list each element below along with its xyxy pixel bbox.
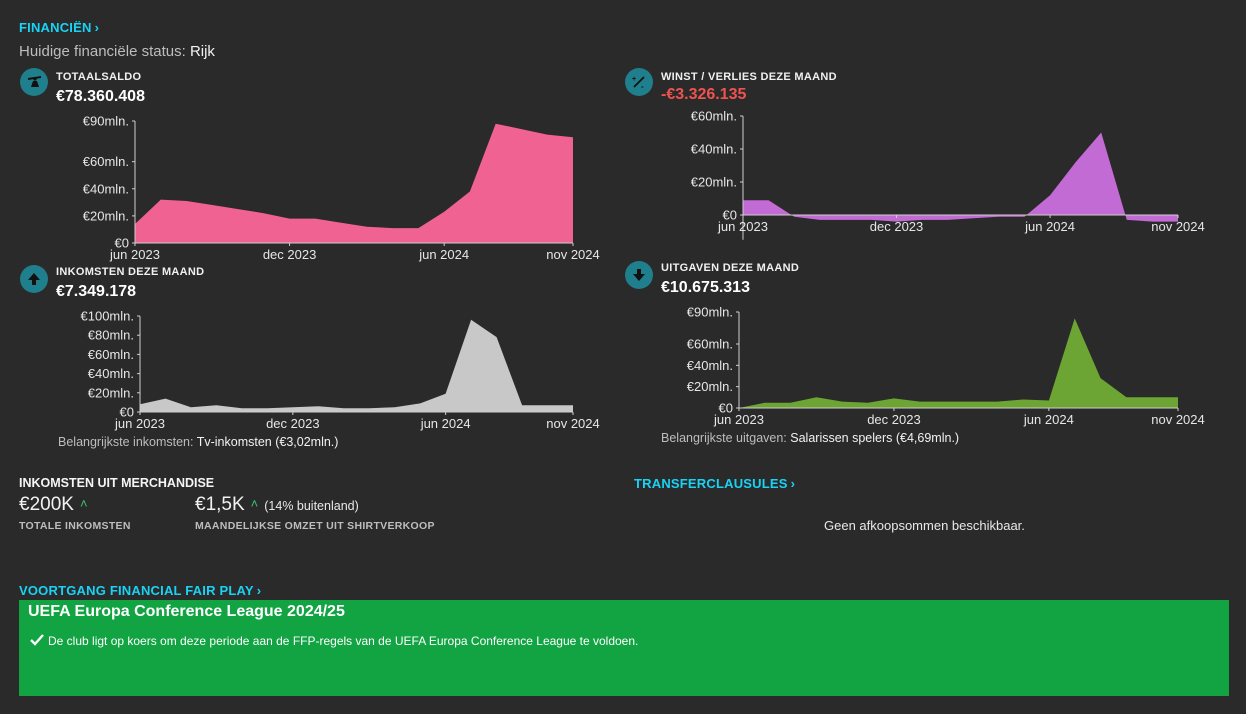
- svg-text:-: -: [641, 82, 644, 91]
- profit-x-tick-label: jun 2024: [1024, 219, 1075, 234]
- expenses-x-tick-label: jun 2024: [1023, 412, 1074, 427]
- merch-monthly: €1,5K ˄ (14% buitenland): [195, 494, 359, 516]
- profit-y-tick-label: €40mln.: [691, 142, 737, 157]
- status-label: Huidige financiële status:: [19, 43, 186, 60]
- income-y-tick-label: €100mln.: [81, 309, 134, 324]
- income-chart: €0 €20mln. €40mln. €60mln. €80mln. €100mln. ju…: [81, 309, 600, 432]
- profit-chart: €0 €20mln. €40mln. €60mln. jun 2023 dec 2023 j…: [691, 109, 1205, 240]
- expenses-y-tick-label: €90mln.: [687, 305, 733, 320]
- balance-x-tick-label: jun 2024: [418, 247, 469, 262]
- expenses-x-tick-label: jun 2023: [713, 412, 764, 427]
- trend-up-icon: ˄: [79, 496, 88, 511]
- income-area: [140, 319, 573, 412]
- income-x-tick-label: jun 2024: [420, 416, 471, 431]
- income-note: Belangrijkste inkomsten: Tv-inkomsten (€…: [58, 435, 338, 449]
- income-y-tick-label: €80mln.: [88, 328, 134, 343]
- balance-area: [135, 123, 573, 243]
- income-y-tick-label: €40mln.: [88, 366, 134, 381]
- expenses-title: UITGAVEN DEZE MAAND: [661, 262, 800, 274]
- balance-x-tick-label: dec 2023: [263, 247, 317, 262]
- expenses-y-tick-label: €60mln.: [687, 337, 733, 352]
- chevron-right-icon: ›: [256, 583, 262, 598]
- ffp-status-box: UEFA Europa Conference League 2024/25 De…: [19, 600, 1229, 696]
- ffp-message: De club ligt op koers om deze periode aa…: [48, 634, 639, 648]
- expenses-note-value: Salarissen spelers (€4,69mln.): [790, 431, 960, 445]
- profit-x-tick-label: nov 2024: [1151, 219, 1205, 234]
- balance-title: TOTAALSALDO: [56, 71, 142, 83]
- expenses-note: Belangrijkste uitgaven: Salarissen spele…: [661, 431, 959, 445]
- ffp-link[interactable]: VOORTGANG FINANCIAL FAIR PLAY ›: [19, 583, 261, 598]
- balance-scale-icon: [20, 68, 48, 96]
- profit-x-tick-label: jun 2023: [717, 219, 768, 234]
- expenses-x-tick-label: nov 2024: [1151, 412, 1205, 427]
- income-value: €7.349.178: [56, 283, 137, 300]
- merch-total-value: €200K: [19, 494, 74, 515]
- arrow-down-icon: [625, 261, 653, 289]
- income-title: INKOMSTEN DEZE MAAND: [56, 266, 205, 278]
- balance-chart: €0 €20mln. €40mln. €60mln. €90mln. jun 2023 de…: [83, 114, 600, 263]
- merch-monthly-label: MAANDELIJKSE OMZET UIT SHIRTVERKOOP: [195, 520, 435, 532]
- percent-plus-minus-icon: + -: [625, 68, 653, 96]
- merch-monthly-value: €1,5K: [195, 494, 245, 515]
- merch-abroad-share: (14% buitenland): [264, 499, 359, 513]
- transfer-empty-message: Geen afkoopsommen beschikbaar.: [824, 518, 1025, 533]
- expenses-y-tick-label: €40mln.: [687, 358, 733, 373]
- finance-link-label: FINANCIËN: [19, 20, 92, 35]
- balance-y-tick-label: €90mln.: [83, 114, 129, 129]
- balance-x-tick-label: nov 2024: [546, 247, 600, 262]
- balance-y-tick-label: €0: [115, 236, 129, 251]
- expenses-area: [739, 318, 1178, 408]
- income-y-tick-label: €0: [120, 405, 134, 420]
- profit-x-tick-label: dec 2023: [870, 219, 924, 234]
- income-note-value: Tv-inkomsten (€3,02mln.): [196, 435, 339, 449]
- income-x-tick-label: jun 2023: [114, 416, 165, 431]
- checkmark-icon: [30, 634, 44, 646]
- profit-y-tick-label: €20mln.: [691, 175, 737, 190]
- status-value: Rijk: [189, 43, 215, 60]
- balance-value: €78.360.408: [56, 88, 145, 105]
- svg-text:+: +: [632, 76, 636, 83]
- balance-y-tick-label: €20mln.: [83, 208, 129, 223]
- balance-x-tick-label: jun 2023: [109, 247, 160, 262]
- expenses-value: €10.675.313: [661, 279, 750, 296]
- transfer-clauses-link[interactable]: TRANSFERCLAUSULES ›: [634, 476, 795, 491]
- ffp-link-label: VOORTGANG FINANCIAL FAIR PLAY: [19, 583, 254, 598]
- income-y-tick-label: €20mln.: [88, 385, 134, 400]
- expenses-y-tick-label: €0: [719, 401, 733, 416]
- financial-status: Huidige financiële status: Rijk: [19, 43, 215, 60]
- income-x-tick-label: nov 2024: [546, 416, 600, 431]
- merch-total-label: TOTALE INKOMSTEN: [19, 520, 131, 532]
- chevron-right-icon: ›: [790, 476, 796, 491]
- expenses-note-label: Belangrijkste uitgaven:: [661, 431, 787, 445]
- chevron-right-icon: ›: [94, 20, 100, 35]
- balance-y-tick-label: €60mln.: [83, 154, 129, 169]
- balance-y-tick-label: €40mln.: [83, 181, 129, 196]
- profit-value: -€3.326.135: [661, 86, 747, 103]
- expenses-chart: €0 €20mln. €40mln. €60mln. €90mln. jun 2023 de…: [687, 305, 1205, 428]
- transfer-clauses-label: TRANSFERCLAUSULES: [634, 476, 788, 491]
- profit-y-tick-label: €0: [723, 208, 737, 223]
- income-y-tick-label: €60mln.: [88, 347, 134, 362]
- expenses-x-tick-label: dec 2023: [867, 412, 921, 427]
- merch-total: €200K ˄: [19, 494, 88, 516]
- profit-title: WINST / VERLIES DEZE MAAND: [661, 71, 837, 83]
- profit-area: [743, 132, 1178, 222]
- finance-link[interactable]: FINANCIËN ›: [19, 20, 99, 35]
- expenses-y-tick-label: €20mln.: [687, 379, 733, 394]
- ffp-competition: UEFA Europa Conference League 2024/25: [28, 603, 345, 620]
- income-x-tick-label: dec 2023: [266, 416, 320, 431]
- arrow-up-icon: [20, 265, 48, 293]
- trend-up-icon: ˄: [250, 496, 259, 511]
- merch-title: INKOMSTEN UIT MERCHANDISE: [19, 476, 215, 490]
- income-note-label: Belangrijkste inkomsten:: [58, 435, 194, 449]
- profit-y-tick-label: €60mln.: [691, 109, 737, 124]
